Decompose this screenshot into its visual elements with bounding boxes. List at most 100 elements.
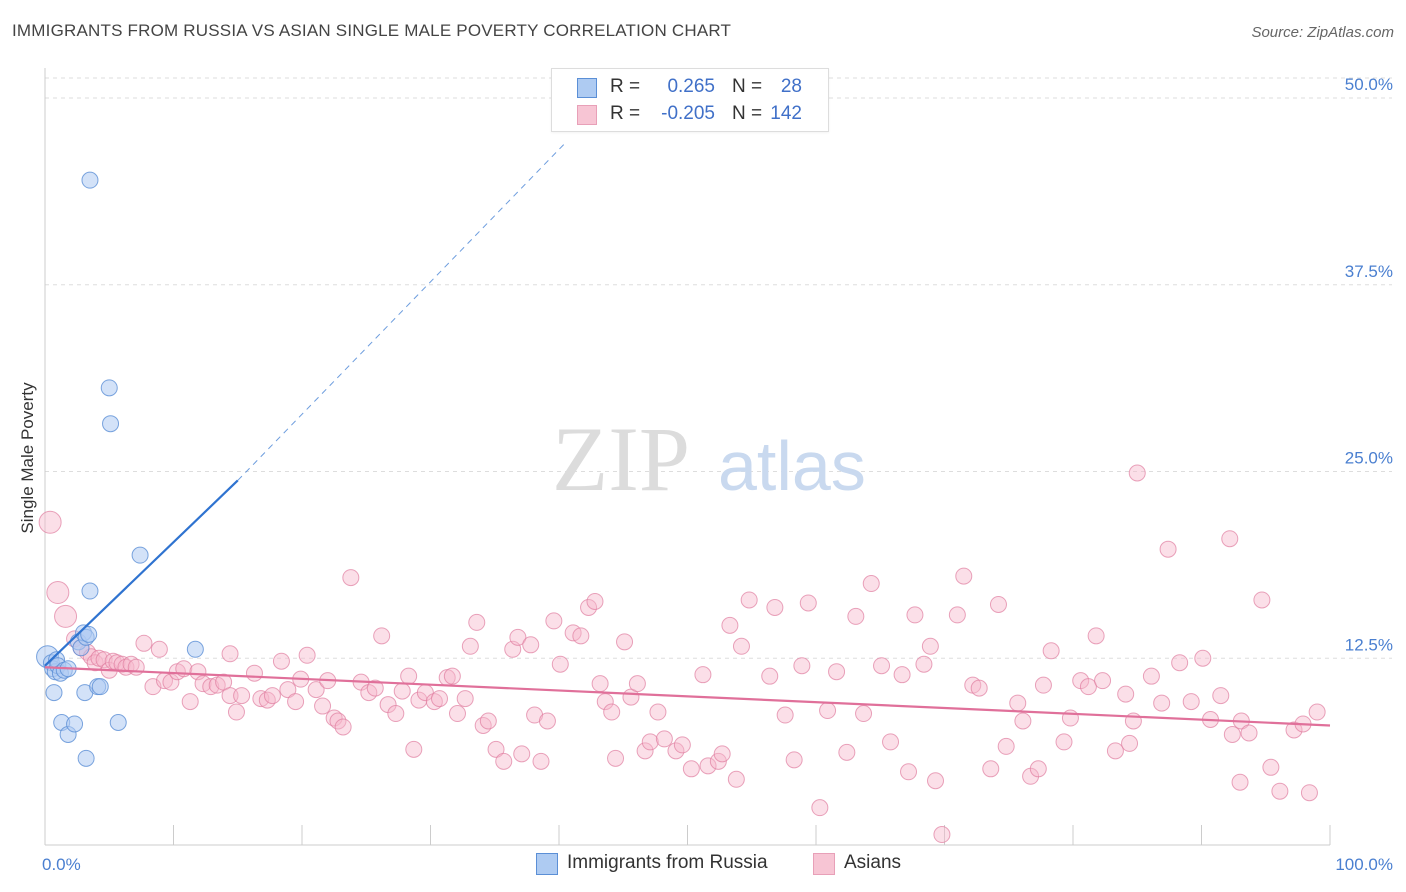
asians-point <box>495 752 513 770</box>
asians-point <box>1182 693 1200 711</box>
legend-n-value-russia: 28 <box>780 76 802 97</box>
asians-point <box>906 606 924 624</box>
asians-point <box>649 703 667 721</box>
asians-point <box>509 628 527 646</box>
asians-points <box>38 464 1326 844</box>
russia-point <box>109 713 127 731</box>
asians-point <box>474 716 492 734</box>
asians-point <box>713 745 731 763</box>
asians-point <box>272 652 290 670</box>
asians-point <box>766 598 784 616</box>
asians-point <box>263 687 281 705</box>
asians-point <box>258 691 276 709</box>
chart-title: IMMIGRANTS FROM RUSSIA VS ASIAN SINGLE M… <box>12 21 732 40</box>
asians-point <box>279 681 297 699</box>
axes <box>44 68 1331 846</box>
asians-point <box>245 664 263 682</box>
asians-point <box>893 666 911 684</box>
asians-point <box>221 645 239 663</box>
asians-point <box>811 799 829 817</box>
watermark-atlas: atlas <box>718 427 866 505</box>
asians-point <box>1308 703 1326 721</box>
asians-point <box>682 760 700 778</box>
asians-point <box>761 667 779 685</box>
asians-point <box>1094 672 1112 690</box>
y-tick-label: 37.5% <box>1345 262 1393 281</box>
asians-point <box>785 751 803 769</box>
asians-point <box>873 657 891 675</box>
asians-point <box>334 718 352 736</box>
asians-point <box>1087 627 1105 645</box>
asians-point <box>287 693 305 711</box>
asians-point <box>425 693 443 711</box>
bottom-legend-swatch-asians <box>813 853 835 875</box>
asians-point <box>1128 464 1146 482</box>
legend-r-label: R = <box>610 103 641 124</box>
asians-point <box>1117 685 1135 703</box>
russia-point <box>45 684 63 702</box>
asians-point <box>948 606 966 624</box>
asians-point <box>694 666 712 684</box>
asians-point <box>1221 530 1239 548</box>
asians-point <box>551 655 569 673</box>
legend-n-label: N = <box>732 76 763 97</box>
asians-point <box>1042 642 1060 660</box>
x-tick-label: 0.0% <box>42 855 81 874</box>
asians-trend-line <box>44 666 1331 727</box>
asians-point <box>740 591 758 609</box>
asians-point <box>1300 784 1318 802</box>
asians-point <box>799 594 817 612</box>
asians-point <box>513 745 531 763</box>
asians-point <box>298 646 316 664</box>
asians-point <box>628 675 646 693</box>
asians-point <box>400 667 418 685</box>
asians-point <box>95 651 113 669</box>
asians-point <box>1106 742 1124 760</box>
y-tick-label: 50.0% <box>1345 75 1393 94</box>
legend-n-value-asians: 142 <box>770 103 802 124</box>
asians-point <box>900 763 918 781</box>
asians-point <box>202 678 220 696</box>
asians-point <box>487 740 505 758</box>
russia-point <box>100 379 118 397</box>
asians-point <box>838 743 856 761</box>
asians-point <box>580 598 598 616</box>
asians-point <box>479 712 497 730</box>
asians-point <box>572 627 590 645</box>
asians-point <box>673 736 691 754</box>
bottom-legend-russia: Immigrants from Russia <box>567 852 768 873</box>
asians-point <box>127 658 145 676</box>
y-tick-label: 12.5% <box>1345 635 1393 654</box>
russia-point <box>91 678 109 696</box>
russia-point <box>81 171 99 189</box>
asians-point <box>927 772 945 790</box>
asians-point <box>933 826 951 844</box>
asians-point <box>982 760 1000 778</box>
asians-point <box>221 687 239 705</box>
asians-point <box>1223 725 1241 743</box>
bottom-legend-asians: Asians <box>844 852 902 873</box>
asians-point <box>828 663 846 681</box>
asians-point <box>538 712 556 730</box>
chart-source: Source: ZipAtlas.com <box>1251 24 1394 41</box>
asians-point <box>776 706 794 724</box>
tick-labels: 12.5% 25.0% 37.5% 50.0% 0.0% 100.0% <box>42 75 1393 874</box>
asians-point <box>1153 694 1171 712</box>
asians-point <box>46 581 70 605</box>
asians-point <box>1240 724 1258 742</box>
russia-point <box>131 546 149 564</box>
stats-legend: R = 0.265 N = 28 R = -0.205 N = 142 <box>551 68 829 132</box>
asians-point <box>1231 773 1249 791</box>
asians-point <box>393 682 411 700</box>
asians-point <box>162 673 180 691</box>
asians-point <box>970 679 988 697</box>
asians-point <box>227 703 245 721</box>
asians-point <box>655 730 673 748</box>
asians-point <box>727 770 745 788</box>
asians-point <box>921 637 939 655</box>
y-tick-label: 25.0% <box>1345 449 1393 468</box>
russia-point <box>66 715 84 733</box>
asians-point <box>699 757 717 775</box>
asians-point <box>1285 721 1303 739</box>
